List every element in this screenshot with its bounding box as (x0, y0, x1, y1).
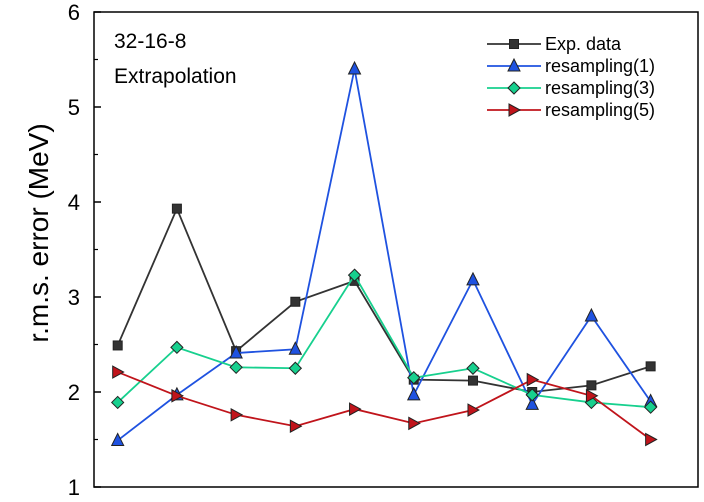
series-line (117, 371, 652, 441)
legend-item: Exp. data (487, 34, 622, 54)
data-point (349, 402, 362, 416)
legend-item: resampling(1) (487, 56, 655, 76)
data-point (290, 296, 301, 307)
data-point (408, 416, 421, 431)
legend-label: resampling(1) (545, 56, 655, 76)
series-4 (112, 365, 658, 447)
y-tick-label: 6 (68, 0, 80, 25)
annotation-config: 32-16-8 (114, 30, 186, 53)
data-point (171, 388, 184, 403)
data-point (525, 388, 539, 402)
data-point (466, 361, 480, 375)
data-point (645, 361, 656, 372)
data-point (170, 340, 184, 355)
data-point (288, 341, 303, 355)
data-point (289, 419, 303, 434)
data-point (230, 407, 244, 422)
y-tick-label: 4 (68, 190, 80, 215)
series-3 (110, 268, 658, 414)
data-point (110, 432, 125, 446)
data-point (110, 395, 125, 410)
data-point (466, 271, 480, 286)
legend-label: Exp. data (545, 34, 622, 54)
data-point (229, 344, 243, 359)
legend-item: resampling(3) (487, 78, 655, 98)
data-point (467, 403, 481, 417)
data-point (171, 203, 182, 214)
data-point (229, 360, 243, 375)
legend-label: resampling(3) (545, 78, 655, 98)
data-point (347, 60, 362, 75)
annotation-extrapolation: Extrapolation (114, 65, 237, 88)
data-point (586, 380, 597, 391)
series-line (117, 273, 651, 409)
data-point (288, 361, 303, 375)
data-point (526, 372, 540, 387)
series-line (116, 206, 651, 393)
legend-marker (509, 39, 519, 49)
legend: Exp. dataresampling(1)resampling(3)resam… (487, 34, 655, 120)
data-point (643, 400, 658, 414)
data-point (585, 388, 599, 403)
legend-label: resampling(5) (545, 100, 655, 120)
data-point (525, 396, 540, 410)
legend-marker (508, 103, 522, 117)
y-tick-label: 1 (68, 475, 80, 500)
data-point (406, 386, 421, 401)
y-tick-label: 2 (68, 380, 80, 405)
data-point (112, 340, 123, 351)
legend-item: resampling(5) (487, 100, 655, 120)
series-line (117, 68, 652, 442)
data-point (584, 307, 599, 322)
data-point (347, 268, 362, 282)
legend-marker (507, 57, 521, 72)
y-axis-label: r.m.s. error (MeV) (23, 123, 54, 342)
y-tick-label: 5 (68, 95, 80, 120)
data-point (407, 371, 421, 385)
data-point (467, 375, 478, 386)
data-point (645, 432, 658, 447)
data-point (112, 365, 125, 379)
y-tick-label: 3 (68, 285, 80, 310)
legend-marker (507, 81, 521, 95)
